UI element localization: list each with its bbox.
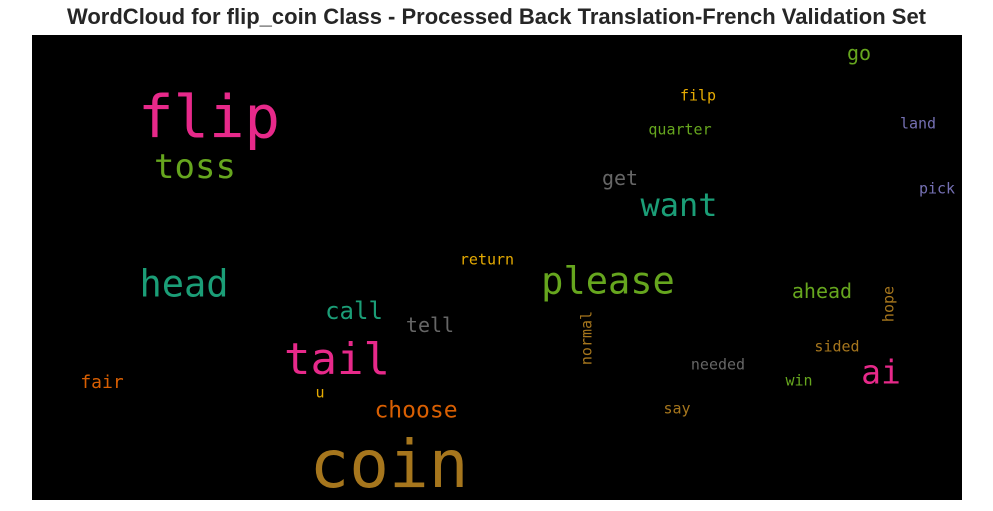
word-choose: choose [374,397,458,424]
word-fair: fair [80,372,124,393]
word-needed: needed [690,355,746,374]
word-normal: normal [577,310,596,366]
word-u: u [315,383,325,402]
word-go: go [846,41,872,65]
word-return: return [459,250,515,269]
word-toss: toss [154,147,236,187]
word-say: say [663,399,691,418]
word-tell: tell [405,313,455,337]
word-get: get [601,166,639,190]
word-quarter: quarter [648,120,712,139]
word-flip: flip [137,82,281,152]
word-ai: ai [861,352,901,392]
word-win: win [785,371,813,390]
word-head: head [139,262,229,306]
word-pick: pick [918,179,956,198]
chart-title: WordCloud for flip_coin Class - Processe… [67,4,926,29]
word-filp: filp [679,86,717,105]
word-sided: sided [814,337,860,356]
wordcloud-canvas: coin flip tail head please toss ai want call choo… [32,35,962,500]
word-land: land [899,114,937,133]
word-tail: tail [284,334,390,385]
word-want: want [640,186,718,224]
word-please: please [541,259,675,303]
word-hope: hope [879,285,898,323]
word-ahead: ahead [791,279,853,303]
word-coin: coin [309,426,469,500]
word-call: call [325,297,383,325]
